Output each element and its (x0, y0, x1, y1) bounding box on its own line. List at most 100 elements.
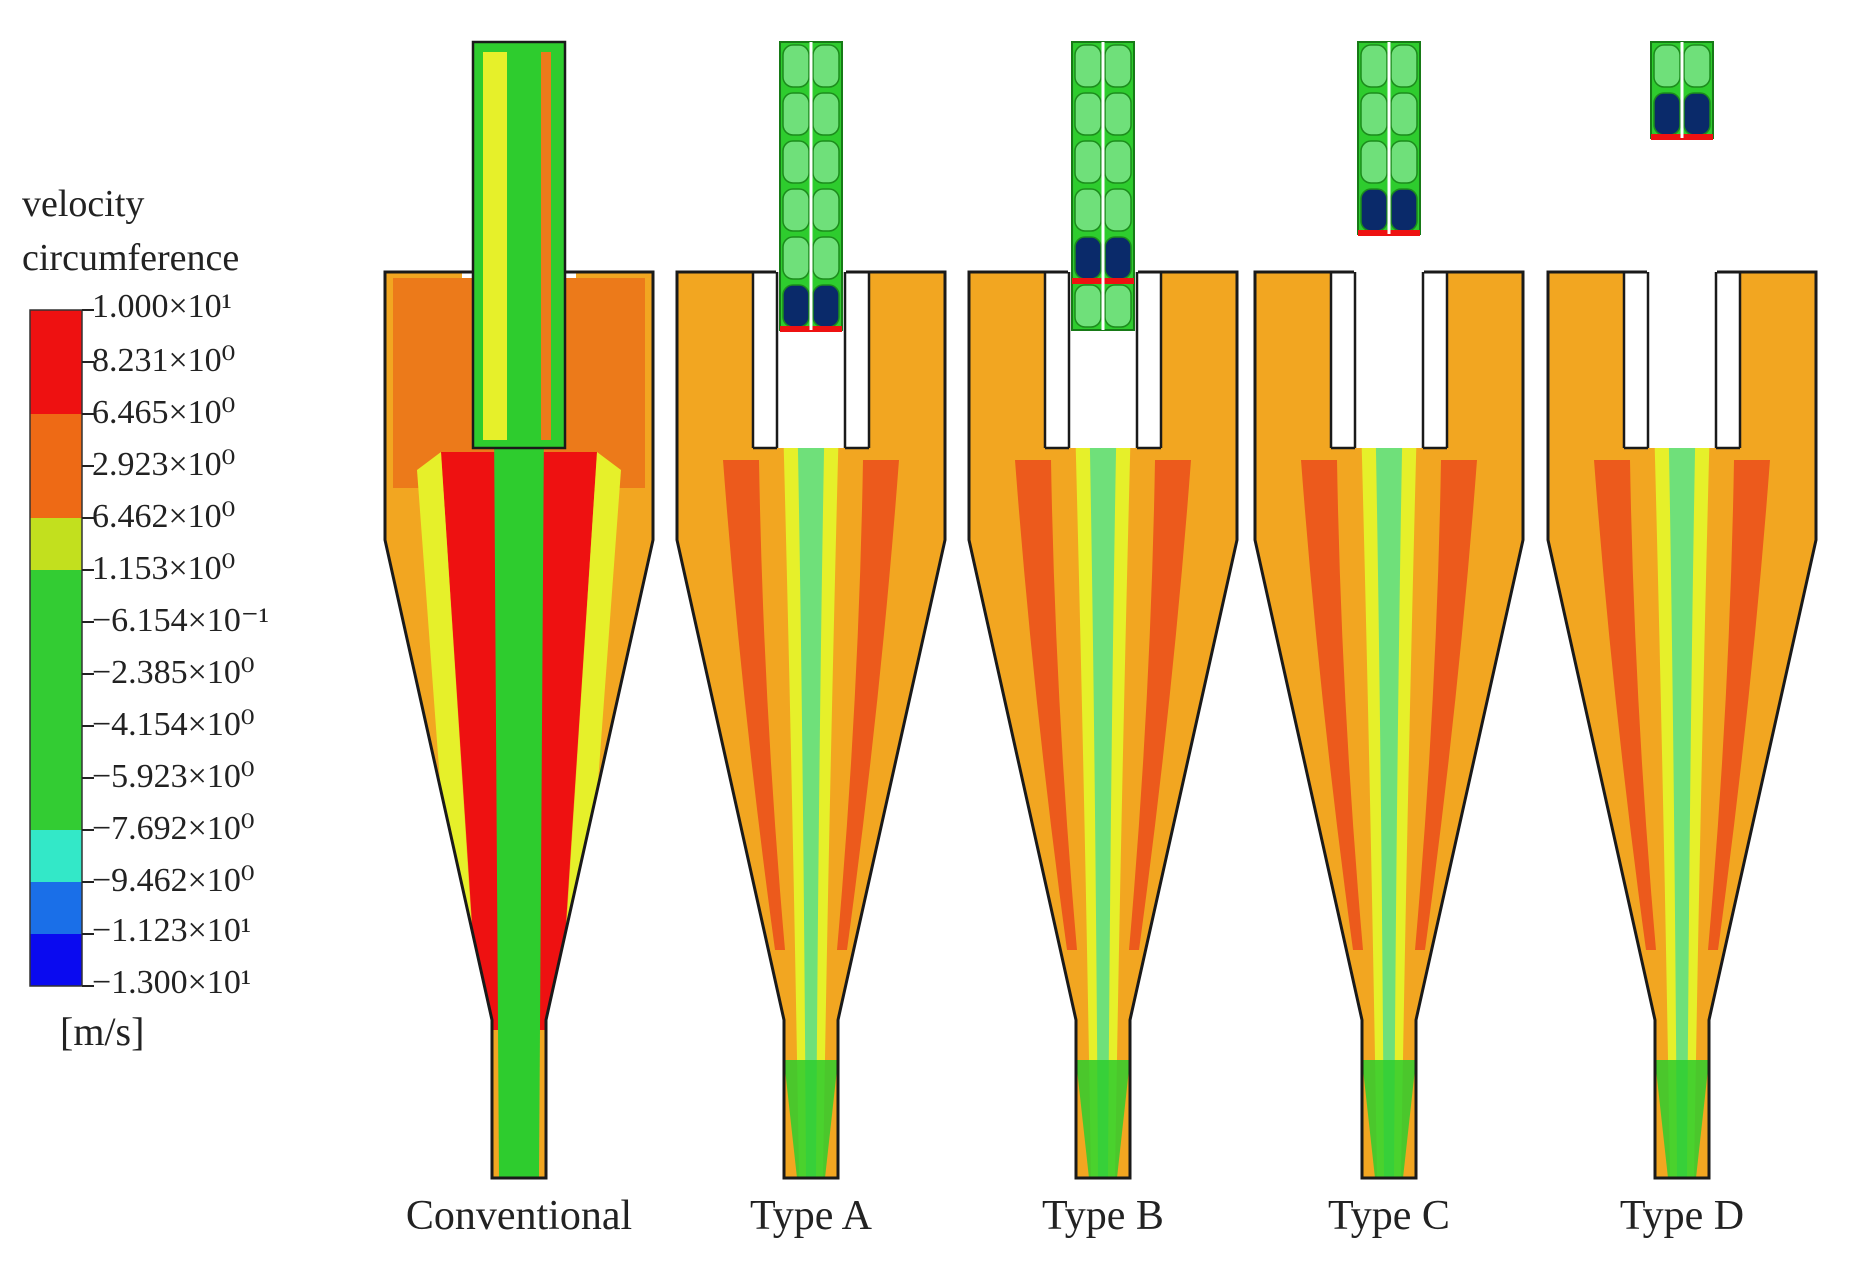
field-underflow-green (1076, 1060, 1130, 1178)
field-underflow-green (784, 1060, 838, 1178)
field-redorange-right (1129, 460, 1191, 950)
legend-tick-label: 1.153×10⁰ (92, 550, 236, 587)
vortex-cell (782, 284, 810, 328)
cyclone-outline (383, 270, 655, 1180)
legend-tick-label: −7.692×10⁰ (92, 810, 255, 847)
velocity-field (385, 272, 653, 1178)
velocity-field (677, 272, 945, 1178)
legend-band (30, 830, 82, 883)
legend-title-line2: circumference (22, 237, 240, 279)
vortex-cell (1390, 188, 1418, 232)
legend-band (30, 570, 82, 623)
field-redorange-right (837, 460, 899, 950)
legend-tick-label: 6.465×10⁰ (92, 394, 236, 431)
vortex-cell (812, 140, 840, 184)
cyclone-caption: Type C (1328, 1193, 1450, 1239)
vortex-cell (1104, 92, 1132, 136)
legend-tick-label: −6.154×10⁻¹ (92, 602, 269, 639)
legend-band (30, 310, 82, 363)
velocity-field (1548, 272, 1816, 1178)
field-core-green (1668, 400, 1696, 1178)
field-core-green (1089, 400, 1117, 1178)
legend-tick-label: 6.462×10⁰ (92, 498, 236, 535)
field-redorange-left (1301, 460, 1363, 950)
field-red-right (533, 452, 597, 1030)
vortex-cell (1390, 92, 1418, 136)
cyclone-outline (967, 270, 1239, 1180)
vortex-cell (1653, 44, 1681, 88)
vortex-cell (1683, 44, 1711, 88)
vortex-cell (1074, 188, 1102, 232)
vortex-cell (1360, 140, 1388, 184)
field-underflow-green (1655, 1060, 1709, 1178)
vortex-cell (1360, 188, 1388, 232)
vortex-cell (812, 92, 840, 136)
vortex-cell (812, 284, 840, 328)
vortex-cell (1104, 188, 1132, 232)
field-redorange-right (1708, 460, 1770, 950)
field-redorange-left (723, 460, 785, 950)
vortex-cell (1104, 236, 1132, 280)
legend-tick-label: −5.923×10⁰ (92, 758, 255, 795)
cyclone-caption: Type B (1042, 1193, 1164, 1239)
vortex-cell (1074, 44, 1102, 88)
legend-tick-label: 8.231×10⁰ (92, 342, 236, 379)
vortex-cell (1104, 284, 1132, 328)
cyclone-caption: Type D (1619, 1193, 1745, 1239)
legend-units: [m/s] (60, 1009, 145, 1054)
field-underflow-green (1362, 1060, 1416, 1178)
vortex-cell (1074, 92, 1102, 136)
vortex-cell (812, 44, 840, 88)
field-core-green (493, 272, 545, 1178)
legend-band (30, 466, 82, 519)
legend-band (30, 726, 82, 779)
legend-band (30, 674, 82, 727)
legend-band (30, 414, 82, 467)
vortex-cell (1074, 140, 1102, 184)
vortex-cell (1360, 44, 1388, 88)
vortex-cell (1074, 284, 1102, 328)
vortex-cell (782, 140, 810, 184)
field-core-green (797, 400, 825, 1178)
legend-tick-label: −1.300×10¹ (92, 964, 252, 1001)
field-core-green (1375, 400, 1403, 1178)
legend-tick-label: −4.154×10⁰ (92, 706, 255, 743)
vortex-cell (812, 236, 840, 280)
vortex-cell (1390, 140, 1418, 184)
legend-band (30, 778, 82, 831)
cyclone-3 (1253, 41, 1525, 1180)
legend-band (30, 934, 82, 987)
cyclone-caption: Conventional (405, 1193, 633, 1239)
legend-tick-label: 2.923×10⁰ (92, 446, 236, 483)
legend-tick-label: −9.462×10⁰ (92, 862, 255, 899)
field-redorange-left (1015, 460, 1077, 950)
legend-bar-frame (29, 309, 83, 987)
legend-tick-label: −2.385×10⁰ (92, 654, 255, 691)
field-redorange-left (1594, 460, 1656, 950)
vortex-cell (1683, 92, 1711, 136)
vortex-cell (1360, 92, 1388, 136)
vortex-cell (1653, 92, 1681, 136)
legend-band (30, 518, 82, 571)
cyclone-caption: Type A (750, 1193, 872, 1239)
legend-title-line1: velocity (22, 183, 145, 225)
cyclone-outline (675, 270, 947, 1180)
vortex-cell (1104, 44, 1132, 88)
field-redorange-right (1415, 460, 1477, 950)
conventional-vf-orange (541, 52, 551, 440)
vortex-cell (782, 92, 810, 136)
velocity-field (1255, 272, 1523, 1178)
cyclone-0 (383, 40, 655, 1180)
vortex-cell (782, 44, 810, 88)
vortex-finder-gap-fill (1647, 270, 1717, 448)
vortex-cell (1104, 140, 1132, 184)
legend-band (30, 622, 82, 675)
legend-tick-label: −1.123×10¹ (92, 912, 252, 949)
cyclone-2 (967, 41, 1239, 1180)
vortex-cell (1074, 236, 1102, 280)
vortex-cell (782, 188, 810, 232)
cyclone-outline (1253, 270, 1525, 1180)
legend-band (30, 362, 82, 415)
